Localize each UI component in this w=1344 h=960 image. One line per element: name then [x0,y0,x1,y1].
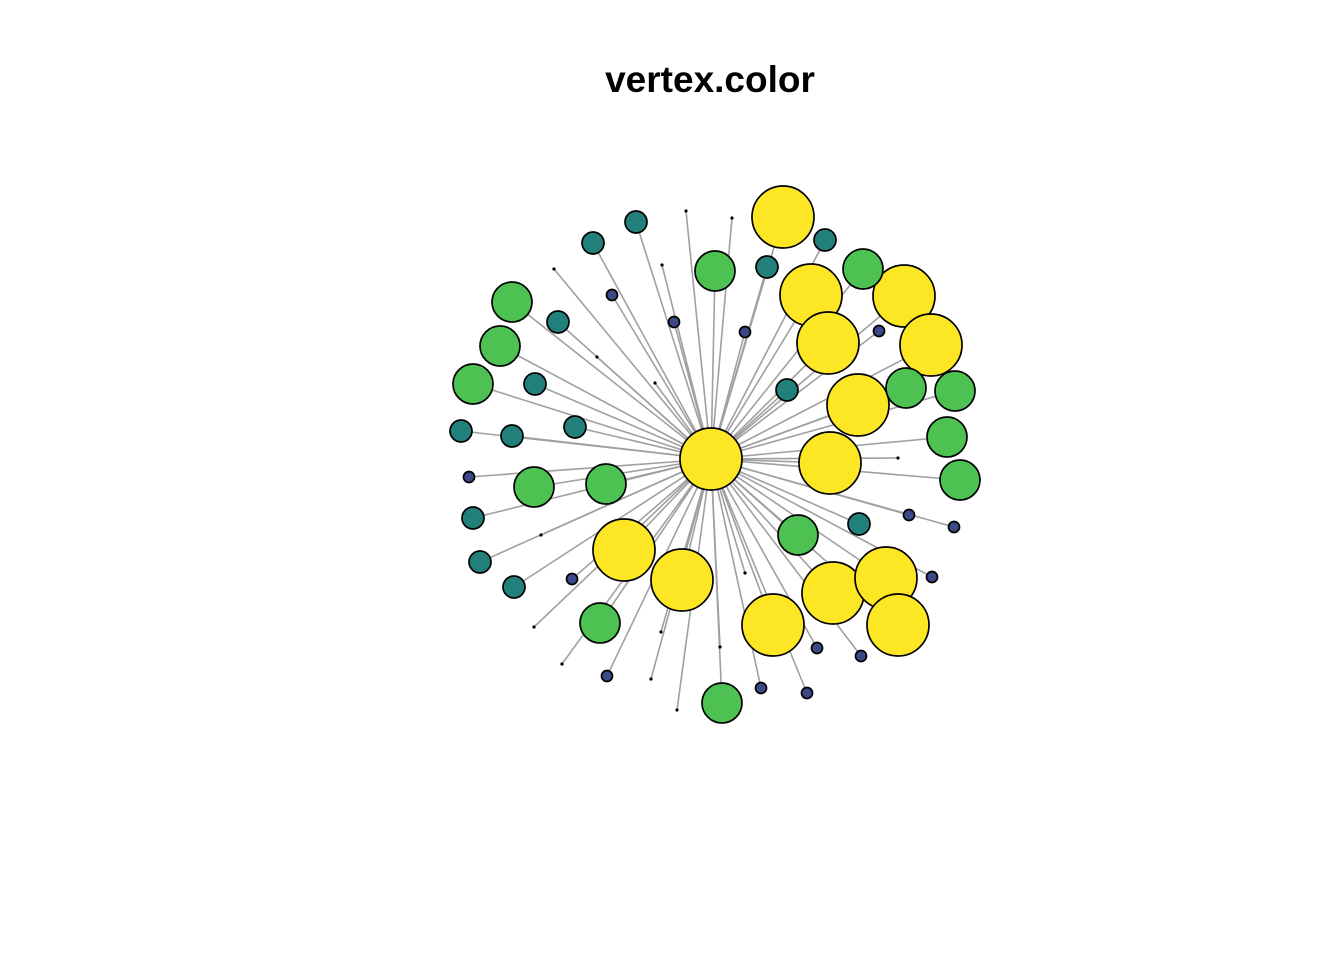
node-navy-43 [667,315,681,329]
node-teal-33 [523,372,547,396]
node-teal-40 [468,550,492,574]
node-black-59 [660,263,664,267]
edge-33 [534,383,712,460]
node-teal-35 [563,415,587,439]
hub-node [679,427,743,491]
node-black-63 [539,533,543,537]
node-yellow-5 [899,313,963,377]
edge-16 [511,301,712,460]
node-green-15 [842,248,884,290]
node-black-61 [653,381,657,385]
edge-18 [472,383,712,460]
node-teal-37 [500,424,524,448]
node-green-14 [694,250,736,292]
node-navy-48 [947,520,961,534]
edge-46 [468,458,712,478]
node-yellow-9 [650,548,714,612]
node-yellow-3 [872,264,936,328]
node-green-19 [885,367,927,409]
node-green-20 [934,370,976,412]
node-navy-53 [600,669,614,683]
edge-17 [499,345,712,460]
node-navy-47 [902,508,916,522]
node-navy-52 [854,649,868,663]
node-black-69 [649,677,653,681]
edge-58 [553,268,712,460]
node-teal-32 [546,310,570,334]
node-navy-51 [810,641,824,655]
node-yellow-11 [801,561,865,625]
edge-42 [611,294,712,460]
node-black-64 [743,571,747,575]
node-green-18 [452,363,494,405]
edge-54 [710,458,762,689]
node-yellow-13 [866,593,930,657]
node-green-16 [491,281,533,323]
node-black-58 [552,267,556,271]
node-teal-39 [847,512,871,536]
edge-28 [635,221,712,460]
node-teal-36 [449,419,473,443]
node-black-66 [659,630,663,634]
node-black-70 [675,708,679,712]
node-navy-45 [872,324,886,338]
node-black-62 [896,456,900,460]
node-navy-44 [738,325,752,339]
node-teal-38 [461,506,485,530]
node-black-57 [730,216,734,220]
node-black-56 [684,209,688,213]
edge-37 [511,435,712,460]
node-green-26 [579,602,621,644]
node-green-23 [513,466,555,508]
node-yellow-8 [592,518,656,582]
edge-29 [592,242,712,460]
node-green-27 [701,682,743,724]
node-green-24 [585,463,627,505]
edge-59 [661,264,712,460]
plot-title: vertex.color [605,59,815,100]
node-teal-30 [813,228,837,252]
node-navy-46 [462,470,476,484]
node-yellow-7 [798,431,862,495]
node-teal-28 [624,210,648,234]
node-yellow-1 [751,185,815,249]
edge-2 [710,294,812,460]
node-yellow-10 [741,593,805,657]
node-teal-41 [502,575,526,599]
node-navy-55 [800,686,814,700]
node-navy-54 [754,681,768,695]
node-yellow-6 [826,373,890,437]
node-black-68 [560,662,564,666]
node-teal-34 [775,378,799,402]
node-navy-50 [925,570,939,584]
node-black-65 [532,625,536,629]
edge-3 [710,295,905,460]
node-black-67 [718,645,722,649]
node-green-22 [939,459,981,501]
node-teal-29 [581,231,605,255]
edge-5 [710,344,932,460]
node-navy-42 [605,288,619,302]
edge-55 [710,458,808,694]
node-yellow-4 [796,311,860,375]
node-teal-31 [755,255,779,279]
edge-56 [685,210,712,460]
node-layer [449,185,981,724]
edge-26 [599,458,712,624]
node-navy-49 [565,572,579,586]
node-green-17 [479,325,521,367]
node-green-25 [777,514,819,556]
node-black-60 [595,355,599,359]
node-green-21 [926,416,968,458]
